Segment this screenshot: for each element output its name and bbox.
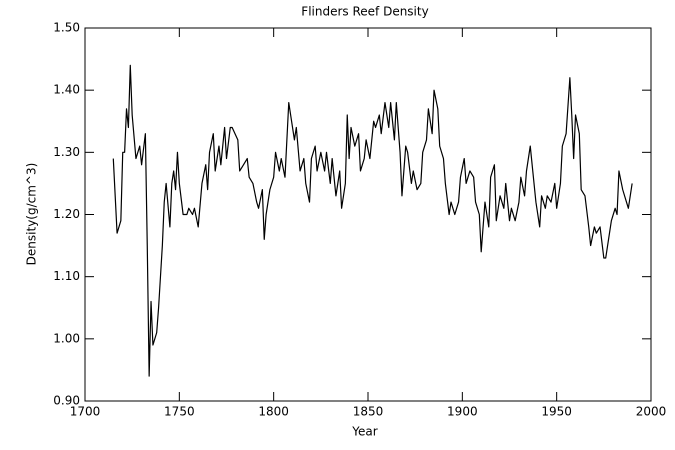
- x-tick-label: 1750: [164, 405, 195, 419]
- y-axis-title: Density(g/cm^3): [25, 163, 39, 266]
- x-tick-label: 1700: [70, 405, 101, 419]
- y-tick-label: 1.50: [53, 21, 80, 35]
- x-tick-label: 2000: [636, 405, 667, 419]
- y-tick-label: 1.40: [53, 83, 80, 97]
- x-tick-label: 1900: [447, 405, 478, 419]
- y-tick-label: 1.20: [53, 207, 80, 221]
- y-tick-label: 1.00: [53, 331, 80, 345]
- x-axis-title: Year: [351, 425, 377, 439]
- y-tick-label: 1.10: [53, 269, 80, 283]
- x-tick-label: 1800: [258, 405, 289, 419]
- chart-title: Flinders Reef Density: [301, 5, 428, 19]
- y-tick-label: 1.30: [53, 145, 80, 159]
- y-tick-label: 0.90: [53, 394, 80, 408]
- x-tick-label: 1850: [353, 405, 384, 419]
- data-line: [112, 64, 633, 377]
- x-tick-label: 1950: [541, 405, 572, 419]
